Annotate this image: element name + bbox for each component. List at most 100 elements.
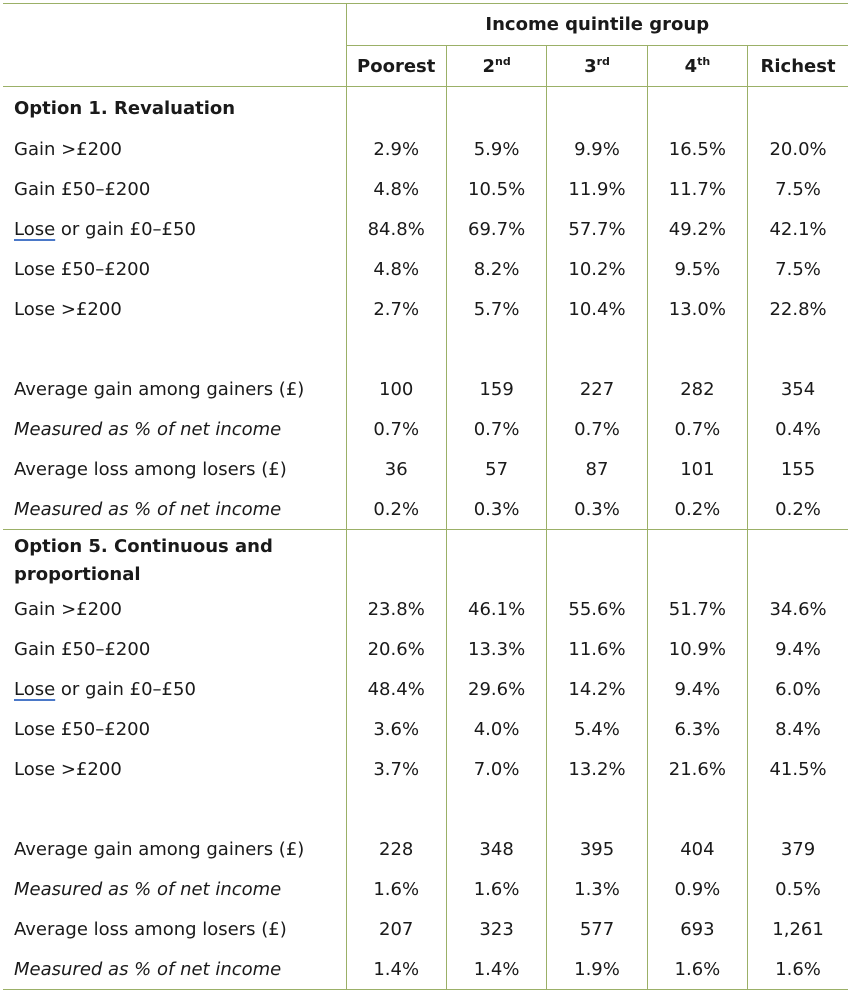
- value-cell: 159: [445, 369, 547, 409]
- summary-row: Measured as % of net income 1.4% 1.4% 1.9% 1…: [3, 949, 848, 990]
- value-cell: 1.6%: [445, 869, 547, 909]
- column-header: 2nd: [445, 45, 547, 87]
- group-title: Income quintile group: [345, 3, 848, 46]
- value-cell: 9.9%: [546, 129, 648, 169]
- value-cell: 36: [345, 449, 447, 489]
- table-row: Lose >£200 3.7% 7.0% 13.2% 21.6% 41.5%: [3, 749, 848, 789]
- value-cell: 23.8%: [345, 589, 447, 629]
- spacer-row: [3, 789, 848, 829]
- summary-label: Average gain among gainers (£): [14, 378, 305, 400]
- row-label: Gain >£200: [14, 138, 122, 160]
- empty-cell: [747, 789, 848, 829]
- column-header: Poorest: [345, 45, 447, 87]
- table-body: Option 1. Revaluation Gain >£200 2.9% 5.9% 9…: [3, 86, 848, 990]
- value-cell: 84.8%: [345, 209, 447, 249]
- value-cell: 57.7%: [546, 209, 648, 249]
- table-row: Lose £50–£200 3.6% 4.0% 5.4% 6.3% 8.4%: [3, 709, 848, 749]
- empty-cell: [345, 529, 447, 589]
- value-cell: 379: [747, 829, 848, 869]
- value-cell: 29.6%: [445, 669, 547, 709]
- table-row: Lose or gain £0–£50 48.4% 29.6% 14.2% 9.4% 6.…: [3, 669, 848, 709]
- value-cell: 11.6%: [546, 629, 648, 669]
- value-cell: 348: [445, 829, 547, 869]
- value-cell: 693: [646, 909, 748, 949]
- value-cell: 10.5%: [445, 169, 547, 209]
- empty-cell: [445, 86, 547, 129]
- value-cell: 4.8%: [345, 249, 447, 289]
- value-cell: 16.5%: [646, 129, 748, 169]
- empty-cell: [3, 329, 346, 369]
- summary-label: Measured as % of net income: [3, 949, 347, 990]
- section-title: Option 5. Continuous and proportional: [3, 529, 347, 589]
- row-label-rest: or gain £0–£50: [55, 218, 196, 240]
- value-cell: 207: [345, 909, 447, 949]
- value-cell: 7.5%: [747, 169, 848, 209]
- value-cell: 20.0%: [747, 129, 848, 169]
- value-cell: 3.7%: [345, 749, 447, 789]
- value-cell: 323: [445, 909, 547, 949]
- empty-cell: [546, 529, 648, 589]
- value-cell: 5.9%: [445, 129, 547, 169]
- value-cell: 7.5%: [747, 249, 848, 289]
- value-cell: 0.4%: [747, 409, 848, 449]
- row-label: Lose or gain £0–£50: [3, 669, 346, 709]
- value-cell: 9.4%: [646, 669, 748, 709]
- column-header: 3rd: [546, 45, 648, 87]
- value-cell: 577: [546, 909, 648, 949]
- value-cell: 4.8%: [345, 169, 447, 209]
- empty-cell: [345, 329, 447, 369]
- value-cell: 1,261: [747, 909, 848, 949]
- summary-row: Average loss among losers (£) 207 323 577 69…: [3, 909, 848, 949]
- value-cell: 13.0%: [646, 289, 748, 329]
- empty-cell: [445, 789, 547, 829]
- value-cell: 57: [445, 449, 547, 489]
- value-cell: 100: [345, 369, 447, 409]
- value-cell: 0.7%: [546, 409, 648, 449]
- value-cell: 0.9%: [646, 869, 748, 909]
- value-cell: 11.7%: [646, 169, 748, 209]
- row-label: Lose >£200: [14, 758, 122, 780]
- table-row: Gain >£200 23.8% 46.1% 55.6% 51.7% 34.6%: [3, 589, 848, 629]
- section-title: Option 1. Revaluation: [14, 98, 236, 119]
- value-cell: 5.7%: [445, 289, 547, 329]
- empty-cell: [747, 86, 848, 129]
- empty-cell: [646, 86, 748, 129]
- summary-row: Measured as % of net income 1.6% 1.6% 1.3% 0…: [3, 869, 848, 909]
- table-row: Gain £50–£200 20.6% 13.3% 11.6% 10.9% 9.4%: [3, 629, 848, 669]
- value-cell: 9.4%: [747, 629, 848, 669]
- value-cell: 3.6%: [345, 709, 447, 749]
- value-cell: 1.6%: [345, 869, 447, 909]
- row-label-rest: or gain £0–£50: [55, 678, 196, 700]
- value-cell: 42.1%: [747, 209, 848, 249]
- value-cell: 8.2%: [445, 249, 547, 289]
- value-cell: 11.9%: [546, 169, 648, 209]
- spacer-row: [3, 329, 848, 369]
- section-title-row: Option 5. Continuous and proportional: [3, 529, 848, 589]
- empty-cell: [546, 86, 648, 129]
- value-cell: 354: [747, 369, 848, 409]
- row-label: Lose or gain £0–£50: [3, 209, 346, 249]
- empty-cell: [345, 86, 447, 129]
- value-cell: 1.4%: [345, 949, 447, 990]
- value-cell: 10.9%: [646, 629, 748, 669]
- value-cell: 0.2%: [345, 489, 447, 530]
- value-cell: 69.7%: [445, 209, 547, 249]
- value-cell: 1.6%: [747, 949, 848, 990]
- summary-label: Measured as % of net income: [14, 878, 282, 900]
- row-label: Lose £50–£200: [14, 718, 151, 740]
- value-cell: 48.4%: [345, 669, 447, 709]
- value-cell: 101: [646, 449, 748, 489]
- empty-cell: [646, 789, 748, 829]
- value-cell: 34.6%: [747, 589, 848, 629]
- value-cell: 1.4%: [445, 949, 547, 990]
- value-cell: 282: [646, 369, 748, 409]
- value-cell: 228: [345, 829, 447, 869]
- empty-cell: [646, 529, 748, 589]
- value-cell: 7.0%: [445, 749, 547, 789]
- value-cell: 10.2%: [546, 249, 648, 289]
- value-cell: 55.6%: [546, 589, 648, 629]
- column-header: 4th: [646, 45, 748, 87]
- empty-cell: [345, 789, 447, 829]
- summary-row: Average loss among losers (£) 36 57 87 101 15…: [3, 449, 848, 489]
- value-cell: 46.1%: [445, 589, 547, 629]
